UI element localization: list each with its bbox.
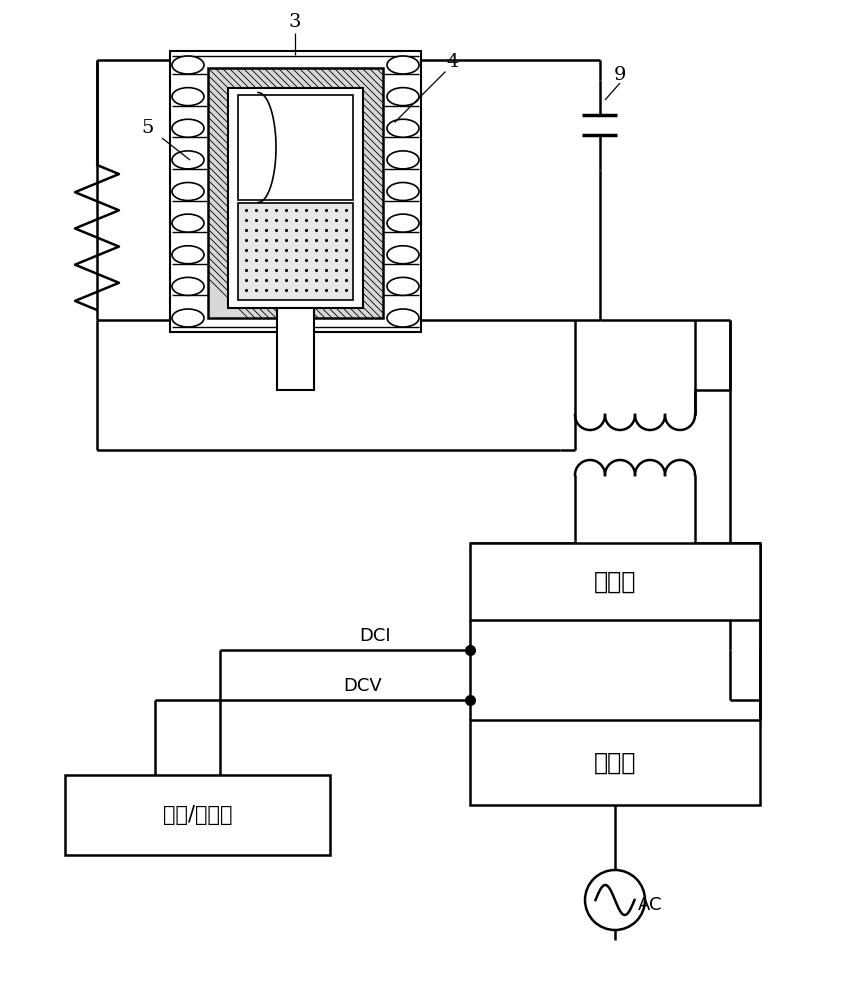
Ellipse shape bbox=[172, 309, 204, 327]
Bar bbox=[470, 543, 760, 620]
Ellipse shape bbox=[387, 246, 419, 264]
Text: DCV: DCV bbox=[343, 677, 382, 695]
Ellipse shape bbox=[172, 182, 204, 200]
Bar bbox=[65, 775, 330, 855]
Bar bbox=[277, 308, 314, 390]
Ellipse shape bbox=[172, 214, 204, 232]
Ellipse shape bbox=[387, 277, 419, 295]
Bar bbox=[228, 88, 363, 308]
Text: 9: 9 bbox=[614, 66, 627, 84]
Bar bbox=[470, 720, 760, 805]
Ellipse shape bbox=[387, 214, 419, 232]
Bar bbox=[238, 203, 353, 300]
Ellipse shape bbox=[172, 277, 204, 295]
Bar bbox=[170, 51, 421, 332]
Ellipse shape bbox=[387, 182, 419, 200]
Ellipse shape bbox=[172, 56, 204, 74]
Ellipse shape bbox=[172, 88, 204, 106]
Ellipse shape bbox=[387, 119, 419, 137]
Text: 转换器: 转换器 bbox=[593, 750, 636, 774]
Ellipse shape bbox=[387, 88, 419, 106]
Text: 检测/记录器: 检测/记录器 bbox=[163, 805, 233, 825]
Ellipse shape bbox=[387, 309, 419, 327]
Ellipse shape bbox=[172, 246, 204, 264]
Ellipse shape bbox=[172, 151, 204, 169]
Text: 4: 4 bbox=[447, 53, 459, 71]
Bar bbox=[238, 95, 353, 200]
Text: 逆变器: 逆变器 bbox=[593, 570, 636, 593]
Ellipse shape bbox=[387, 56, 419, 74]
Ellipse shape bbox=[172, 119, 204, 137]
Ellipse shape bbox=[387, 151, 419, 169]
Text: 3: 3 bbox=[289, 13, 301, 31]
Text: DCI: DCI bbox=[359, 627, 391, 645]
Text: 5: 5 bbox=[142, 119, 155, 137]
Bar bbox=[208, 68, 383, 318]
Text: AC: AC bbox=[638, 896, 662, 914]
